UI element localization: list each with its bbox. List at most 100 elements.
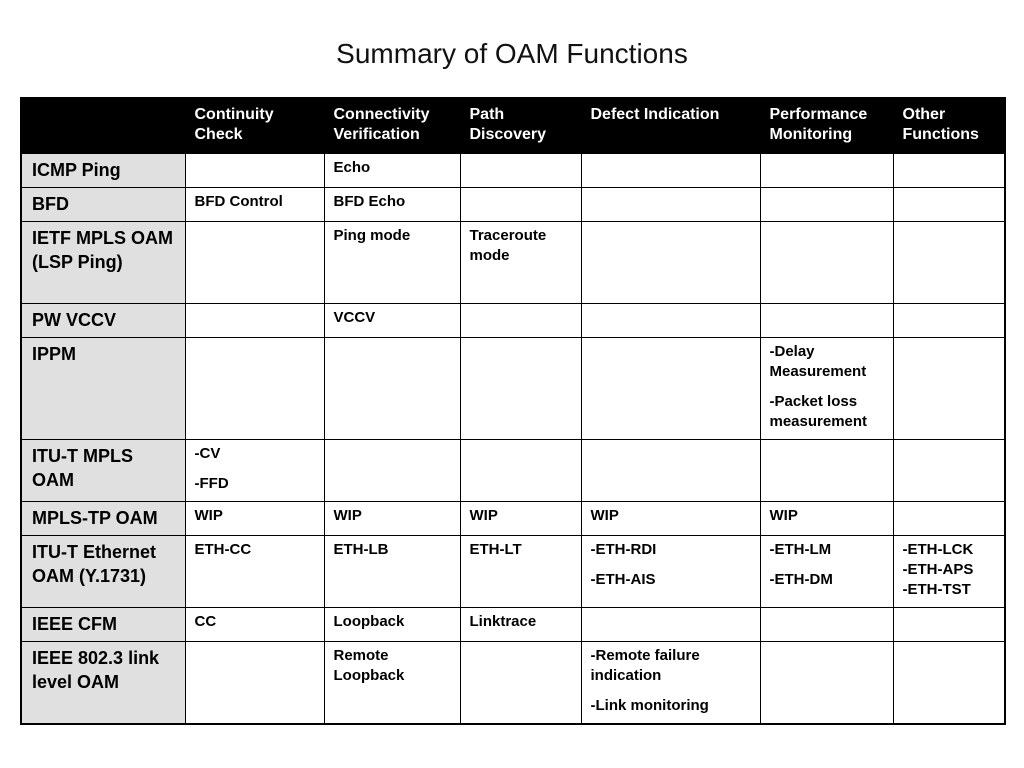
table-row: BFD BFD Control BFD Echo — [20, 187, 1006, 222]
cell-item: WIP — [333, 507, 362, 524]
table-cell: BFD Control — [184, 187, 325, 222]
table-cell: Linktrace — [459, 607, 582, 642]
table-cell — [580, 337, 761, 440]
column-header: Path Discovery — [459, 97, 582, 154]
row-header: ITU-T MPLS OAM — [20, 439, 186, 502]
table-cell: -Remote failure indication -Link monitori… — [580, 641, 761, 724]
table-cell — [580, 221, 761, 304]
table-cell — [892, 501, 1006, 536]
cell-item: -Remote failure indication — [590, 647, 700, 684]
table-cell: Traceroute mode — [459, 221, 582, 304]
row-header: PW VCCV — [20, 303, 186, 338]
header-corner-cell — [20, 97, 186, 154]
table-row: IPPM -Delay Measurement -Packet loss measu… — [20, 337, 1006, 440]
table-cell — [184, 153, 325, 188]
cell-item: ETH-CC — [194, 541, 252, 558]
cell-item: WIP — [769, 507, 798, 524]
table-cell: ETH-LB — [323, 535, 461, 608]
table-cell — [580, 439, 761, 502]
table-cell — [459, 187, 582, 222]
table-cell: -ETH-LM -ETH-DM — [759, 535, 894, 608]
column-header: Connectivity Verification — [323, 97, 461, 154]
table-row: ICMP Ping Echo — [20, 153, 1006, 188]
table-cell — [580, 607, 761, 642]
table-cell — [184, 337, 325, 440]
cell-item: -FFD — [194, 475, 229, 492]
column-header: Continuity Check — [184, 97, 325, 154]
table-cell: VCCV — [323, 303, 461, 338]
table-cell — [184, 221, 325, 304]
table-cell — [892, 337, 1006, 440]
cell-item: -ETH-APS — [902, 561, 974, 578]
table-cell — [759, 641, 894, 724]
table-cell — [459, 337, 582, 440]
cell-item: -ETH-LM — [769, 541, 832, 558]
row-header: IEEE 802.3 link level OAM — [20, 641, 186, 724]
row-header: MPLS-TP OAM — [20, 501, 186, 536]
table-cell: Ping mode — [323, 221, 461, 304]
cell-item: BFD Control — [194, 193, 283, 210]
cell-item: Ping mode — [333, 227, 411, 244]
oam-summary-table: Continuity Check Connectivity Verificatio… — [20, 97, 1006, 725]
cell-item: -Packet loss measurement — [769, 393, 868, 430]
table-cell: -ETH-RDI -ETH-AIS — [580, 535, 761, 608]
cell-item: Traceroute mode — [469, 227, 547, 264]
table-cell — [759, 221, 894, 304]
cell-item: Loopback — [333, 613, 405, 630]
cell-item: -CV — [194, 445, 221, 462]
cell-item: -ETH-DM — [769, 571, 833, 588]
table-cell: CC — [184, 607, 325, 642]
row-header: IETF MPLS OAM (LSP Ping) — [20, 221, 186, 304]
slide-title: Summary of OAM Functions — [336, 38, 688, 69]
table-row: ITU-T Ethernet OAM (Y.1731) ETH-CC ETH-LB E… — [20, 535, 1006, 608]
table-cell — [759, 439, 894, 502]
table-cell — [759, 607, 894, 642]
column-header: Other Functions — [892, 97, 1006, 154]
table-cell — [184, 641, 325, 724]
table-cell — [892, 303, 1006, 338]
table-cell — [459, 303, 582, 338]
table-cell — [759, 187, 894, 222]
table-cell: -Delay Measurement -Packet loss measureme… — [759, 337, 894, 440]
table-cell — [759, 153, 894, 188]
table-cell — [323, 337, 461, 440]
table-cell: WIP — [759, 501, 894, 536]
table-cell — [759, 303, 894, 338]
cell-item: Remote Loopback — [333, 647, 405, 684]
cell-item: -Link monitoring — [590, 697, 709, 714]
cell-item: -Delay Measurement — [769, 343, 867, 380]
table-cell — [459, 439, 582, 502]
table-cell — [892, 221, 1006, 304]
cell-item: ETH-LB — [333, 541, 389, 558]
table-cell: Loopback — [323, 607, 461, 642]
cell-item: -ETH-TST — [902, 581, 971, 598]
cell-item: WIP — [590, 507, 619, 524]
table-row: PW VCCV VCCV — [20, 303, 1006, 338]
table-cell — [892, 187, 1006, 222]
table-cell — [459, 153, 582, 188]
table-cell: ETH-CC — [184, 535, 325, 608]
cell-item: -ETH-RDI — [590, 541, 657, 558]
cell-item: VCCV — [333, 309, 376, 326]
table-cell — [184, 303, 325, 338]
table-cell: Remote Loopback — [323, 641, 461, 724]
table-row: MPLS-TP OAM WIP WIP WIP WIP WIP — [20, 501, 1006, 536]
table-row: IEEE CFM CC Loopback Linktrace — [20, 607, 1006, 642]
table-cell — [323, 439, 461, 502]
cell-item: WIP — [469, 507, 498, 524]
table-cell: WIP — [459, 501, 582, 536]
table-cell — [892, 439, 1006, 502]
table-cell — [892, 641, 1006, 724]
table-cell — [459, 641, 582, 724]
table-body: ICMP Ping Echo BFD BFD Control BFD Echo IETF … — [20, 153, 1006, 724]
row-header: ITU-T Ethernet OAM (Y.1731) — [20, 535, 186, 608]
table-cell — [892, 153, 1006, 188]
table-cell — [580, 187, 761, 222]
table-cell — [580, 153, 761, 188]
table-cell: ETH-LT — [459, 535, 582, 608]
cell-item: ETH-LT — [469, 541, 522, 558]
row-header: ICMP Ping — [20, 153, 186, 188]
table-cell: Echo — [323, 153, 461, 188]
cell-item: Echo — [333, 159, 371, 176]
table-row: IETF MPLS OAM (LSP Ping) Ping mode Tracero… — [20, 221, 1006, 304]
